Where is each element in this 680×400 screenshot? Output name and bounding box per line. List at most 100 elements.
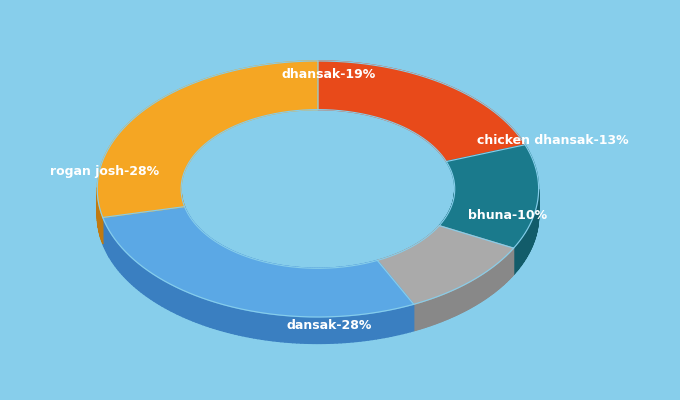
Polygon shape	[361, 264, 364, 291]
Polygon shape	[193, 222, 194, 249]
Polygon shape	[479, 276, 480, 303]
Polygon shape	[115, 240, 117, 268]
Polygon shape	[452, 290, 453, 317]
Polygon shape	[262, 313, 265, 340]
Polygon shape	[118, 244, 120, 272]
Text: chicken dhansak-13%: chicken dhansak-13%	[477, 134, 628, 147]
Polygon shape	[332, 268, 335, 294]
Polygon shape	[505, 256, 506, 283]
Polygon shape	[122, 248, 124, 276]
Polygon shape	[188, 215, 190, 243]
Polygon shape	[339, 267, 342, 294]
Polygon shape	[364, 314, 369, 340]
Polygon shape	[470, 281, 471, 308]
Polygon shape	[394, 254, 395, 281]
Polygon shape	[246, 310, 250, 337]
Polygon shape	[283, 266, 286, 292]
Polygon shape	[210, 238, 211, 265]
Polygon shape	[203, 232, 204, 260]
Polygon shape	[312, 268, 315, 295]
Polygon shape	[488, 270, 490, 297]
Polygon shape	[504, 258, 505, 285]
Polygon shape	[330, 268, 332, 294]
Polygon shape	[356, 265, 359, 292]
Polygon shape	[398, 253, 399, 280]
Polygon shape	[435, 297, 436, 324]
Polygon shape	[216, 242, 218, 270]
Text: dhansak-19%: dhansak-19%	[282, 68, 376, 81]
Polygon shape	[286, 266, 288, 293]
Polygon shape	[104, 220, 105, 248]
Polygon shape	[404, 250, 405, 277]
Polygon shape	[485, 272, 486, 299]
Polygon shape	[439, 296, 440, 323]
Polygon shape	[464, 284, 466, 311]
Polygon shape	[208, 236, 210, 264]
Polygon shape	[267, 262, 269, 290]
Polygon shape	[134, 260, 137, 288]
Polygon shape	[258, 260, 260, 287]
Polygon shape	[413, 304, 415, 331]
Polygon shape	[322, 268, 325, 295]
Polygon shape	[403, 306, 407, 334]
Polygon shape	[209, 300, 214, 328]
Polygon shape	[491, 268, 492, 295]
Polygon shape	[220, 304, 224, 331]
Polygon shape	[174, 286, 177, 314]
Polygon shape	[520, 240, 521, 267]
Polygon shape	[199, 228, 200, 256]
Polygon shape	[437, 296, 439, 323]
Polygon shape	[513, 247, 515, 275]
Polygon shape	[226, 248, 228, 276]
Polygon shape	[180, 289, 183, 317]
Polygon shape	[106, 224, 107, 253]
Polygon shape	[456, 288, 457, 315]
Polygon shape	[395, 308, 399, 335]
Polygon shape	[313, 317, 317, 344]
Polygon shape	[262, 261, 265, 288]
Polygon shape	[233, 251, 235, 278]
Polygon shape	[486, 272, 487, 299]
Polygon shape	[424, 301, 425, 328]
Polygon shape	[468, 282, 469, 309]
Polygon shape	[249, 258, 251, 285]
Polygon shape	[128, 254, 130, 282]
Polygon shape	[506, 255, 507, 282]
Polygon shape	[187, 212, 188, 240]
Polygon shape	[476, 278, 477, 305]
Polygon shape	[509, 252, 510, 279]
Polygon shape	[300, 268, 303, 294]
Polygon shape	[498, 262, 500, 289]
Polygon shape	[243, 309, 246, 336]
Polygon shape	[420, 302, 422, 329]
Polygon shape	[120, 246, 122, 274]
Polygon shape	[469, 282, 470, 309]
Polygon shape	[192, 220, 193, 248]
Polygon shape	[382, 259, 383, 286]
Polygon shape	[198, 227, 199, 254]
Text: bhuna-10%: bhuna-10%	[468, 209, 547, 222]
Polygon shape	[482, 274, 483, 301]
Polygon shape	[376, 312, 380, 339]
Polygon shape	[237, 253, 238, 280]
Polygon shape	[278, 265, 281, 292]
Polygon shape	[392, 309, 395, 336]
Polygon shape	[105, 222, 106, 251]
Polygon shape	[335, 268, 337, 294]
Polygon shape	[359, 264, 361, 291]
Polygon shape	[415, 304, 416, 330]
Polygon shape	[430, 299, 431, 326]
Polygon shape	[260, 261, 262, 288]
Polygon shape	[459, 287, 460, 314]
Polygon shape	[250, 311, 254, 338]
Polygon shape	[318, 61, 525, 162]
Polygon shape	[349, 315, 353, 342]
Polygon shape	[384, 258, 385, 285]
Polygon shape	[194, 223, 195, 251]
Polygon shape	[253, 259, 255, 286]
Polygon shape	[273, 314, 277, 341]
Polygon shape	[521, 238, 522, 266]
Polygon shape	[141, 266, 143, 294]
Polygon shape	[97, 61, 318, 218]
Polygon shape	[407, 305, 410, 333]
